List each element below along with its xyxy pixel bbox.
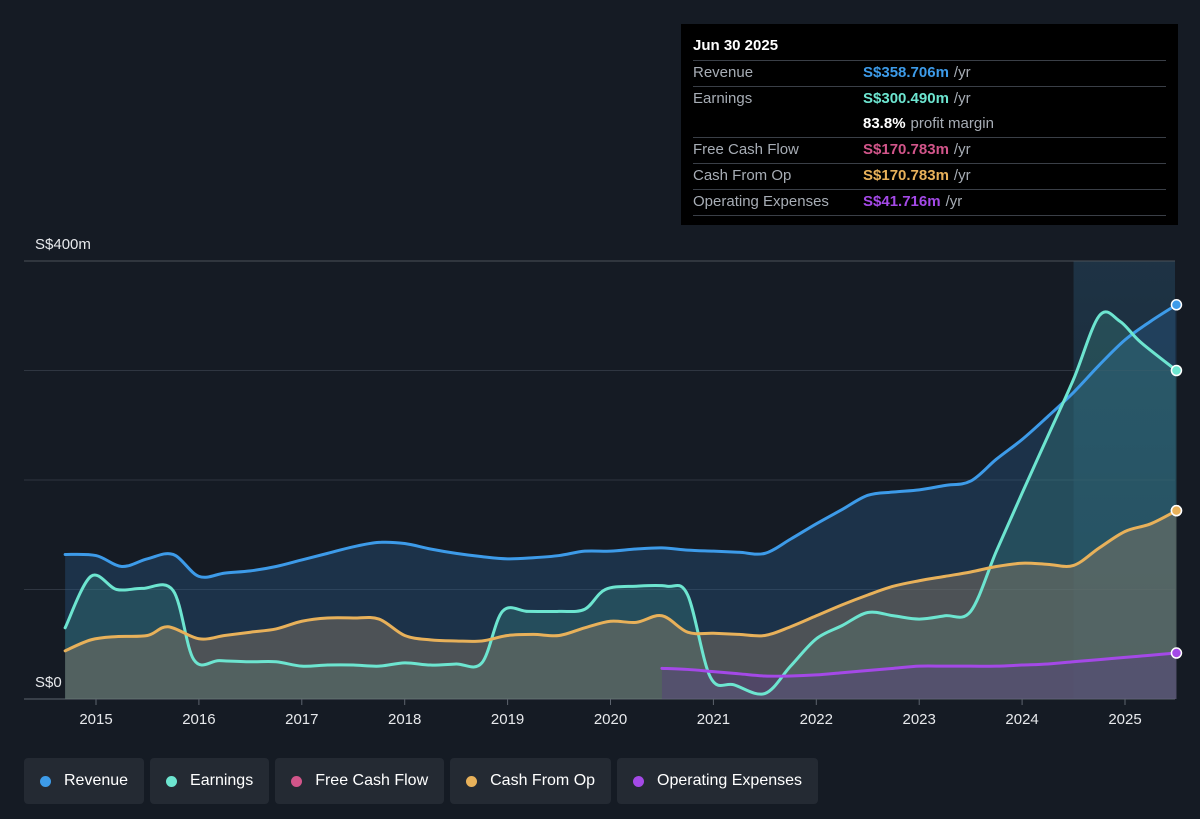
tooltip-unit: profit margin (910, 115, 994, 132)
line-operating-expenses (660, 651, 1178, 678)
x-tick-label: 2021 (697, 711, 730, 728)
tooltip-label: Operating Expenses (693, 193, 829, 210)
x-tick-label: 2020 (594, 711, 627, 728)
tooltip-label (693, 112, 863, 137)
y-axis-label-zero: S$0 (35, 674, 62, 691)
area-revenue (65, 304, 1177, 699)
x-tick-label: 2019 (491, 711, 524, 728)
tooltip-row-cash-from-op: Cash From Op S$170.783m /yr (693, 163, 1166, 189)
legend-label: Free Cash Flow (315, 772, 429, 789)
line-earnings (63, 310, 1178, 696)
tooltip-unit: /yr (953, 141, 971, 158)
tooltip-row-free-cash-flow: Free Cash Flow S$170.783m /yr (693, 137, 1166, 163)
tooltip-value: S$170.783m (863, 141, 949, 158)
legend-item-revenue[interactable]: Revenue (24, 758, 145, 804)
tooltip-label: Cash From Op (693, 167, 792, 184)
tooltip-label: Free Cash Flow (693, 141, 799, 158)
legend-item-cash-from-op[interactable]: Cash From Op (450, 758, 612, 804)
tooltip-value: S$170.783m (863, 167, 949, 184)
legend-dot-icon (166, 775, 178, 787)
x-tick-label: 2022 (800, 711, 833, 728)
tooltip-value: 83.8% (863, 115, 906, 132)
tooltip-row-profit-margin: 83.8% profit margin (693, 112, 1166, 137)
tooltip-unit: /yr (953, 167, 971, 184)
endpoint-operating-expenses (1170, 647, 1183, 659)
tooltip-value: S$41.716m (863, 193, 941, 210)
x-tick-label: 2023 (903, 711, 936, 728)
area-cash-from-op (65, 510, 1177, 699)
legend-item-free-cash-flow[interactable]: Free Cash Flow (275, 758, 445, 804)
legend-label: Earnings (190, 772, 254, 789)
endpoint-revenue (1170, 299, 1183, 311)
legend-item-earnings[interactable]: Earnings (150, 758, 270, 804)
legend: Revenue Earnings Free Cash Flow Cash Fro… (24, 758, 819, 804)
x-tick-label: 2015 (79, 711, 112, 728)
tooltip-date: Jun 30 2025 (693, 37, 779, 54)
legend-dot-icon (633, 775, 645, 787)
legend-dot-icon (466, 775, 478, 787)
line-revenue (63, 303, 1178, 579)
tooltip-row-revenue: Revenue S$358.706m /yr (693, 60, 1166, 86)
legend-dot-icon (291, 775, 303, 787)
legend-label: Cash From Op (490, 772, 596, 789)
tooltip-value: S$300.490m (863, 90, 949, 107)
tooltip: Jun 30 2025 Revenue S$358.706m /yr Earni… (681, 24, 1178, 225)
legend-label: Operating Expenses (657, 772, 803, 789)
x-tick-label: 2017 (285, 711, 318, 728)
x-tick-label: 2018 (388, 711, 421, 728)
tooltip-row-earnings: Earnings S$300.490m /yr (693, 86, 1166, 112)
legend-label: Revenue (64, 772, 129, 789)
line-cash-from-op (63, 509, 1178, 653)
x-tick-label: 2016 (182, 711, 215, 728)
endpoint-earnings (1170, 364, 1183, 377)
endpoint-cash-from-op (1170, 504, 1183, 517)
tooltip-label: Earnings (693, 90, 753, 107)
y-axis-label-top: S$400m (35, 236, 91, 253)
x-tick-label: 2024 (1005, 711, 1038, 728)
tooltip-value: S$358.706m (863, 64, 949, 81)
tooltip-label: Revenue (693, 64, 754, 81)
tooltip-row-operating-expenses: Operating Expenses S$41.716m /yr (693, 189, 1166, 216)
tooltip-unit: /yr (953, 90, 971, 107)
tooltip-unit: /yr (945, 193, 963, 210)
tooltip-unit: /yr (953, 64, 971, 81)
x-tick-label: 2025 (1108, 711, 1141, 728)
legend-item-operating-expenses[interactable]: Operating Expenses (617, 758, 819, 804)
legend-dot-icon (40, 775, 51, 787)
